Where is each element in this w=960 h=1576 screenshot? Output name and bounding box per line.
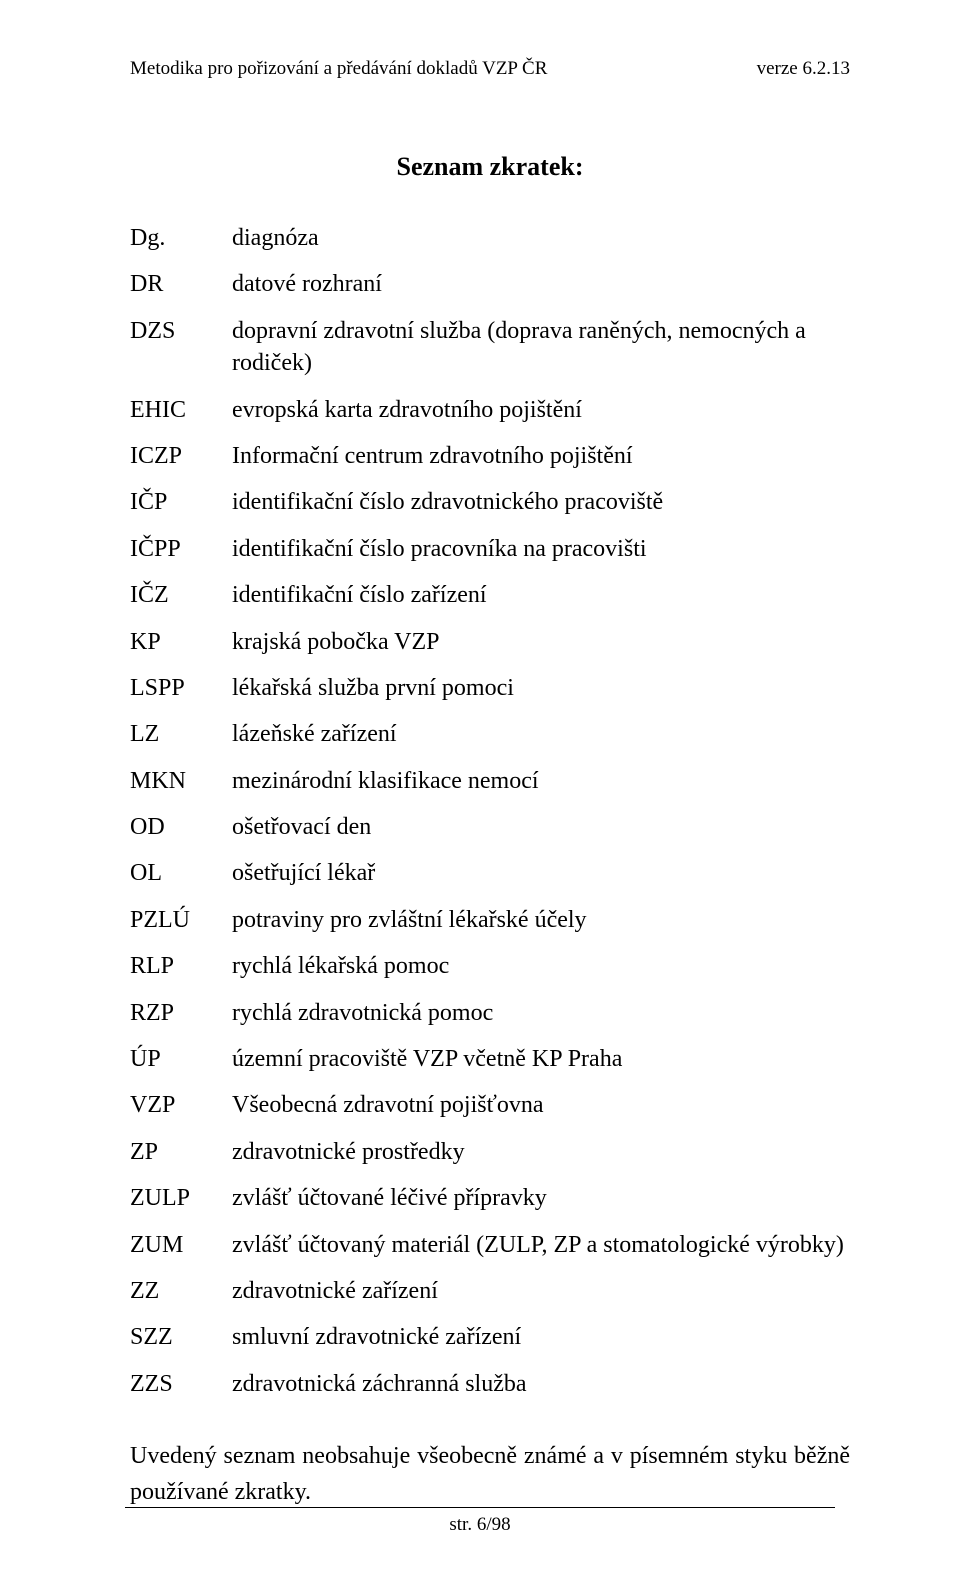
table-row: ZULPzvlášť účtované léčivé přípravky — [130, 1182, 850, 1228]
page-number: str. 6/98 — [449, 1514, 510, 1535]
table-row: ICZPInformační centrum zdravotního pojiš… — [130, 440, 850, 486]
abbrev-code: LSPP — [130, 672, 232, 718]
abbrev-code: ZP — [130, 1136, 232, 1182]
table-row: DRdatové rozhraní — [130, 268, 850, 314]
page-header: Metodika pro pořizování a předávání dokl… — [130, 58, 850, 80]
abbrev-description: územní pracoviště VZP včetně KP Praha — [232, 1043, 850, 1089]
table-row: KPkrajská pobočka VZP — [130, 626, 850, 672]
abbrev-description: evropská karta zdravotního pojištění — [232, 394, 850, 440]
abbrev-code: IČPP — [130, 533, 232, 579]
abbrev-code: IČZ — [130, 579, 232, 625]
abbrev-code: ICZP — [130, 440, 232, 486]
table-row: SZZsmluvní zdravotnické zařízení — [130, 1321, 850, 1367]
abbrev-description: Informační centrum zdravotního pojištění — [232, 440, 850, 486]
abbrev-code: IČP — [130, 486, 232, 532]
abbrev-description: zdravotnické zařízení — [232, 1275, 850, 1321]
abbrev-description: rychlá zdravotnická pomoc — [232, 997, 850, 1043]
abbreviations-table: Dg.diagnózaDRdatové rozhraníDZSdopravní … — [130, 222, 850, 1414]
table-row: MKNmezinárodní klasifikace nemocí — [130, 765, 850, 811]
table-row: LSPPlékařská služba první pomoci — [130, 672, 850, 718]
abbrev-description: potraviny pro zvláštní lékařské účely — [232, 904, 850, 950]
page-footer: str. 6/98 — [0, 1507, 960, 1536]
table-row: ZZSzdravotnická záchranná služba — [130, 1368, 850, 1414]
abbrev-description: zvlášť účtované léčivé přípravky — [232, 1182, 850, 1228]
section-title: Seznam zkratek: — [130, 152, 850, 182]
table-row: VZPVšeobecná zdravotní pojišťovna — [130, 1089, 850, 1135]
abbrev-description: ošetřující lékař — [232, 857, 850, 903]
abbrev-code: ZZ — [130, 1275, 232, 1321]
table-row: ZPzdravotnické prostředky — [130, 1136, 850, 1182]
abbrev-description: lékařská služba první pomoci — [232, 672, 850, 718]
abbrev-code: KP — [130, 626, 232, 672]
table-row: ODošetřovací den — [130, 811, 850, 857]
abbrev-description: dopravní zdravotní služba (doprava raněn… — [232, 315, 850, 394]
abbrev-description: lázeňské zařízení — [232, 718, 850, 764]
abbrev-code: OD — [130, 811, 232, 857]
header-right: verze 6.2.13 — [757, 58, 850, 80]
abbrev-code: DZS — [130, 315, 232, 394]
table-row: EHICevropská karta zdravotního pojištění — [130, 394, 850, 440]
footnote-text: Uvedený seznam neobsahuje všeobecně znám… — [130, 1438, 850, 1510]
abbrev-description: identifikační číslo zdravotnického praco… — [232, 486, 850, 532]
abbrev-code: SZZ — [130, 1321, 232, 1367]
header-left: Metodika pro pořizování a předávání dokl… — [130, 58, 547, 80]
abbrev-description: rychlá lékařská pomoc — [232, 950, 850, 996]
table-row: IČPPidentifikační číslo pracovníka na pr… — [130, 533, 850, 579]
table-row: RZPrychlá zdravotnická pomoc — [130, 997, 850, 1043]
abbrev-code: MKN — [130, 765, 232, 811]
table-row: IČPidentifikační číslo zdravotnického pr… — [130, 486, 850, 532]
abbrev-description: zvlášť účtovaný materiál (ZULP, ZP a sto… — [232, 1229, 850, 1275]
table-row: ZUMzvlášť účtovaný materiál (ZULP, ZP a … — [130, 1229, 850, 1275]
abbrev-code: VZP — [130, 1089, 232, 1135]
abbrev-code: RLP — [130, 950, 232, 996]
abbrev-description: zdravotnická záchranná služba — [232, 1368, 850, 1414]
abbrev-code: PZLÚ — [130, 904, 232, 950]
table-row: IČZidentifikační číslo zařízení — [130, 579, 850, 625]
abbrev-code: ZUM — [130, 1229, 232, 1275]
table-row: Dg.diagnóza — [130, 222, 850, 268]
table-row: ÚPúzemní pracoviště VZP včetně KP Praha — [130, 1043, 850, 1089]
table-row: OLošetřující lékař — [130, 857, 850, 903]
abbrev-description: krajská pobočka VZP — [232, 626, 850, 672]
abbrev-description: mezinárodní klasifikace nemocí — [232, 765, 850, 811]
abbrev-code: RZP — [130, 997, 232, 1043]
abbrev-description: zdravotnické prostředky — [232, 1136, 850, 1182]
table-row: RLPrychlá lékařská pomoc — [130, 950, 850, 996]
abbrev-code: ZZS — [130, 1368, 232, 1414]
abbrev-description: diagnóza — [232, 222, 850, 268]
abbrev-description: datové rozhraní — [232, 268, 850, 314]
abbrev-description: identifikační číslo zařízení — [232, 579, 850, 625]
table-row: DZSdopravní zdravotní služba (doprava ra… — [130, 315, 850, 394]
table-row: ZZzdravotnické zařízení — [130, 1275, 850, 1321]
table-row: LZlázeňské zařízení — [130, 718, 850, 764]
abbrev-description: identifikační číslo pracovníka na pracov… — [232, 533, 850, 579]
abbrev-code: DR — [130, 268, 232, 314]
abbrev-code: ZULP — [130, 1182, 232, 1228]
abbrev-code: LZ — [130, 718, 232, 764]
abbrev-description: Všeobecná zdravotní pojišťovna — [232, 1089, 850, 1135]
abbrev-description: smluvní zdravotnické zařízení — [232, 1321, 850, 1367]
abbrev-code: OL — [130, 857, 232, 903]
abbrev-description: ošetřovací den — [232, 811, 850, 857]
abbrev-code: Dg. — [130, 222, 232, 268]
abbrev-code: ÚP — [130, 1043, 232, 1089]
table-row: PZLÚpotraviny pro zvláštní lékařské účel… — [130, 904, 850, 950]
abbrev-code: EHIC — [130, 394, 232, 440]
footer-rule — [125, 1507, 835, 1508]
